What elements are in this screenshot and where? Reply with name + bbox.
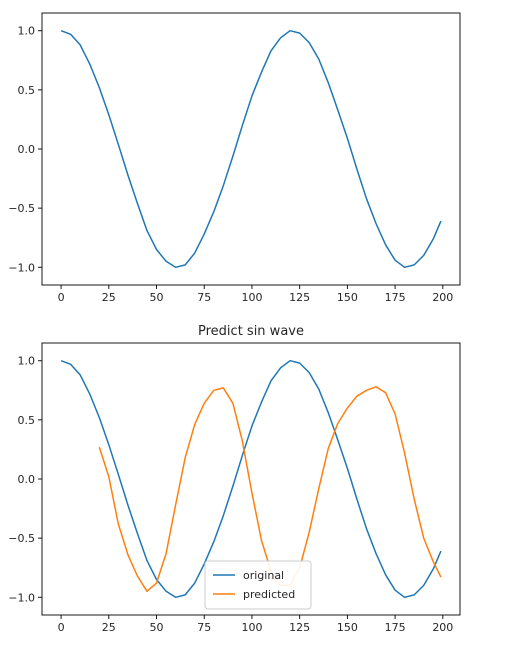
y-tick-label: −0.5: [8, 532, 35, 545]
y-tick-label: 0.5: [18, 414, 36, 427]
y-tick-label: −1.0: [8, 591, 35, 604]
series-line-original: [60, 359, 442, 599]
x-tick-label: 175: [385, 291, 406, 304]
x-tick-label: 25: [102, 621, 116, 634]
y-tick-label: −1.0: [8, 261, 35, 274]
x-tick-label: 75: [197, 291, 211, 304]
x-tick-label: 150: [337, 621, 358, 634]
bottom-chart: Predict sin wave 0 25 50 75 100 125 150 175 200 1…: [8, 324, 461, 634]
x-tick-label: 150: [337, 291, 358, 304]
legend: original predicted: [204, 560, 312, 610]
x-tick-label: 175: [385, 621, 406, 634]
y-tick-label: −0.5: [8, 202, 35, 215]
x-tick-label: 0: [58, 621, 65, 634]
x-tick-label: 0: [58, 291, 65, 304]
x-tick-label: 75: [197, 621, 211, 634]
x-tick-label: 200: [432, 291, 453, 304]
y-tick-label: 0.0: [18, 473, 36, 486]
y-tick-label: 0.0: [18, 143, 36, 156]
x-tick-label: 100: [241, 621, 262, 634]
x-tick-label: 125: [289, 621, 310, 634]
y-tick-label: 0.5: [18, 84, 36, 97]
x-tick-label: 25: [102, 291, 116, 304]
x-tick-label: 200: [432, 621, 453, 634]
top-chart: 0 25 50 75 100 125 150 175 200 1.0 0.5 0.0 −0.5 −1.0: [8, 12, 461, 304]
series-line-series-0: [60, 29, 442, 269]
x-tick-label: 100: [241, 291, 262, 304]
x-tick-label: 125: [289, 291, 310, 304]
legend-box: [204, 560, 312, 610]
y-tick-label: 1.0: [18, 355, 36, 368]
chart-title: Predict sin wave: [198, 324, 304, 339]
legend-label-original: original: [243, 569, 284, 582]
y-tick-label: 1.0: [18, 25, 36, 38]
x-tick-label: 50: [150, 291, 164, 304]
legend-label-predicted: predicted: [243, 588, 295, 601]
x-tick-label: 50: [150, 621, 164, 634]
